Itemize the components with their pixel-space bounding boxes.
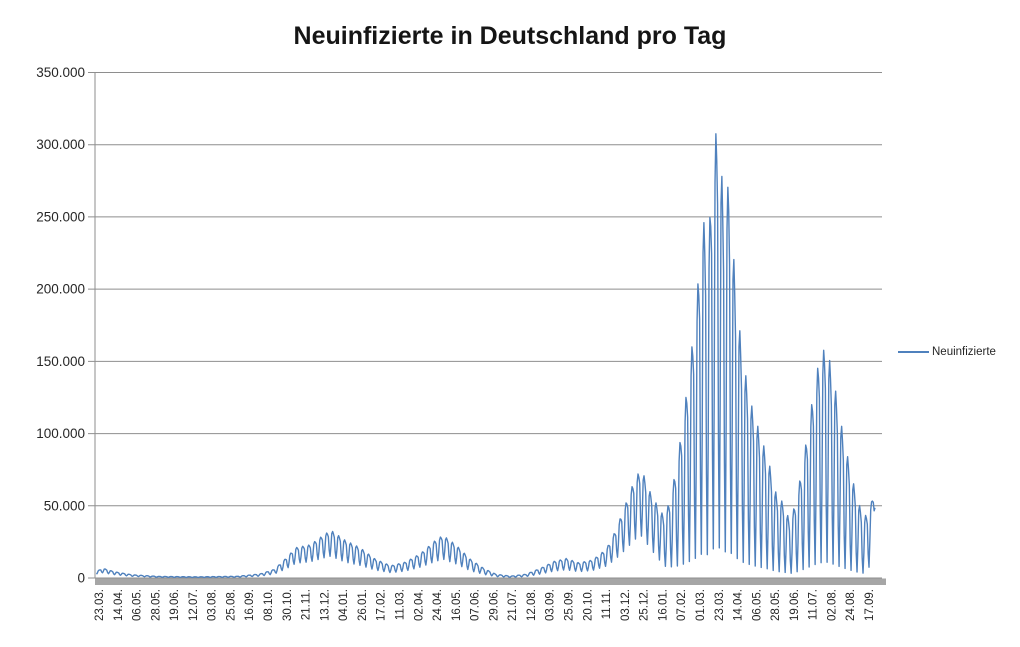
x-axis-label: 02.08.: [826, 589, 838, 621]
x-axis-label: 21.07.: [507, 589, 519, 621]
x-axis-label: 29.06.: [488, 589, 500, 621]
y-axis-label: 50.000: [44, 498, 85, 513]
x-axis-label: 26.01.: [357, 589, 369, 621]
y-axis-label: 0: [77, 571, 85, 586]
y-axis-label: 200.000: [36, 282, 85, 297]
x-axis-label: 16.09.: [244, 589, 256, 621]
x-axis-label: 23.03.: [94, 589, 106, 621]
x-axis-label: 13.12.: [319, 589, 331, 621]
x-axis-label: 14.04.: [733, 589, 745, 621]
x-axis-label: 17.09.: [864, 589, 876, 621]
x-axis-label: 21.11.: [301, 589, 313, 620]
legend: Neuinfizierte: [898, 346, 996, 358]
x-axis-label: 16.05.: [451, 589, 463, 621]
x-axis-label: 28.05.: [770, 589, 782, 621]
x-axis-label: 30.10.: [282, 589, 294, 621]
x-axis-label: 14.04.: [113, 589, 125, 621]
legend-label: Neuinfizierte: [932, 346, 996, 358]
x-axis-label: 06.05.: [132, 589, 144, 621]
x-axis-label: 12.07.: [188, 589, 200, 621]
x-axis-label: 03.09.: [545, 589, 557, 621]
x-axis-label: 23.03.: [714, 589, 726, 621]
x-axis-label: 24.04.: [432, 589, 444, 621]
x-axis-label: 06.05.: [751, 589, 763, 621]
x-axis-label: 25.12.: [639, 589, 651, 621]
y-axis-label: 300.000: [36, 137, 85, 152]
x-axis-label: 11.11.: [601, 589, 613, 619]
y-axis-label: 150.000: [36, 354, 85, 369]
x-axis-label: 20.10.: [582, 589, 594, 621]
x-axis-label: 19.06.: [169, 589, 181, 621]
x-axis-label: 07.02.: [676, 589, 688, 621]
x-axis-label: 12.08.: [526, 589, 538, 621]
y-axis-label: 100.000: [36, 426, 85, 441]
x-axis-label: 01.03.: [695, 589, 707, 621]
x-axis-label: 11.03.: [395, 589, 407, 620]
x-axis-label: 25.09.: [564, 589, 576, 621]
x-axis-label: 02.04.: [413, 589, 425, 621]
chart-title: Neuinfizierte in Deutschland pro Tag: [293, 22, 727, 50]
x-axis-label: 17.02.: [376, 589, 388, 621]
x-axis-bar: [95, 578, 886, 585]
x-axis-label: 11.07.: [808, 589, 820, 620]
x-axis-label: 03.08.: [207, 589, 219, 621]
series-line-neuinfizierte: [95, 133, 876, 579]
y-axis-label: 350.000: [36, 65, 85, 80]
y-axis-label: 250.000: [36, 209, 85, 224]
x-axis-label: 03.12.: [620, 589, 632, 621]
x-axis-label: 04.01.: [338, 589, 350, 621]
legend-line-swatch: [898, 351, 929, 353]
x-axis-label: 16.01.: [657, 589, 669, 621]
x-axis-label: 25.08.: [226, 589, 238, 621]
x-axis-label: 24.08.: [845, 589, 857, 621]
x-axis-label: 28.05.: [150, 589, 162, 621]
x-axis-label: 19.06.: [789, 589, 801, 621]
x-axis-label: 07.06.: [470, 589, 482, 621]
x-axis-label: 08.10.: [263, 589, 275, 621]
